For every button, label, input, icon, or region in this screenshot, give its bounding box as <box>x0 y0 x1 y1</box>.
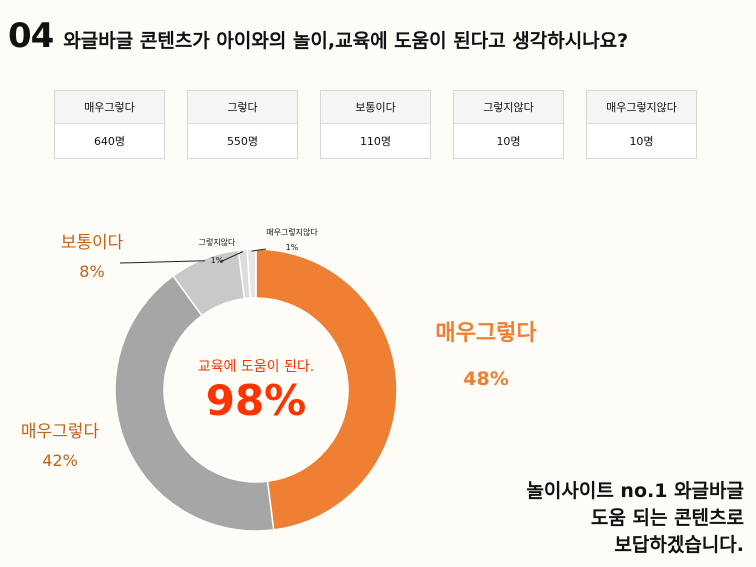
slice-label-3: 보통이다 <box>61 233 124 253</box>
summary-count: 110명 <box>359 135 392 148</box>
summary-count: 640명 <box>93 135 126 148</box>
summary-table-4: 그렇지않다 10명 <box>453 90 564 159</box>
closing-message: 놀이사이트 no.1 와글바글 도움 되는 콘텐츠로 보답하겠습니다. <box>526 478 744 559</box>
slice-percent-4: 1% <box>211 256 224 265</box>
slice-percent-5: 1% <box>286 243 299 252</box>
summary-label: 그렇지않다 <box>454 91 563 124</box>
summary-count: 550명 <box>226 135 259 148</box>
summary-label: 보통이다 <box>321 91 430 124</box>
donut-slice-1 <box>255 248 398 531</box>
slice-percent-2: 42% <box>42 451 78 470</box>
closing-line-3: 보답하겠습니다. <box>614 534 744 556</box>
slice-label-5: 매우그렇지않다 <box>266 227 318 237</box>
closing-line-2: 도움 되는 콘텐츠로 <box>590 507 744 529</box>
slice-percent-3: 8% <box>79 262 104 281</box>
donut-slice-2 <box>114 274 275 532</box>
donut-slice-5 <box>246 248 257 299</box>
leader-line-3 <box>119 260 205 264</box>
summary-table-3: 보통이다 110명 <box>320 90 431 159</box>
center-caption: 교육에 도움이 된다. <box>198 359 314 375</box>
summary-count: 10명 <box>629 135 654 148</box>
question-number: 04 <box>8 16 54 56</box>
summary-count: 10명 <box>496 135 521 148</box>
slice-label-4: 그렇지않다 <box>199 237 236 247</box>
summary-table-2: 그렇다 550명 <box>187 90 298 159</box>
leader-line-4 <box>219 251 244 263</box>
leader-line-5 <box>251 248 267 252</box>
closing-line-1: 놀이사이트 no.1 와글바글 <box>526 480 744 502</box>
center-value: 98% <box>206 376 307 425</box>
summary-label: 그렇다 <box>188 91 297 124</box>
slice-label-2: 매우그렇다 <box>21 422 100 442</box>
summary-label: 매우그렇다 <box>55 91 164 124</box>
slice-percent-1: 48% <box>463 368 508 390</box>
slice-label-1: 매우그렇다 <box>435 321 537 346</box>
question-text: 와글바글 콘텐츠가 아이와의 놀이,교육에 도움이 된다고 생각하시나요? <box>63 30 629 52</box>
summary-table-5: 매우그렇지않다 10명 <box>586 90 697 159</box>
question-header: 04 와글바글 콘텐츠가 아이와의 놀이,교육에 도움이 된다고 생각하시나요? <box>8 16 628 56</box>
summary-table-1: 매우그렇다 640명 <box>54 90 165 159</box>
summary-label: 매우그렇지않다 <box>587 91 696 124</box>
